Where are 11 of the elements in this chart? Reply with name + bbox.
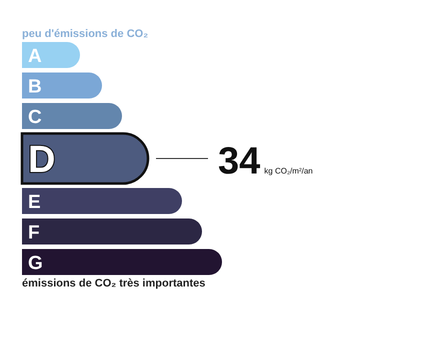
annotation: émissions de CO₂ très importantes: [22, 278, 206, 290]
annotation: 34: [218, 140, 260, 182]
y-tick-label: A: [28, 46, 42, 67]
y-tick-label: B: [28, 76, 42, 98]
y-tick-label: D: [28, 139, 56, 182]
y-tick-label: C: [28, 106, 42, 128]
chart-title: peu d'émissions de CO₂: [22, 28, 148, 40]
y-tick-label: F: [28, 222, 40, 244]
y-tick-label: G: [28, 252, 43, 274]
text: kg CO₂/m²/an: [264, 166, 313, 176]
y-tick-label: E: [28, 192, 41, 213]
